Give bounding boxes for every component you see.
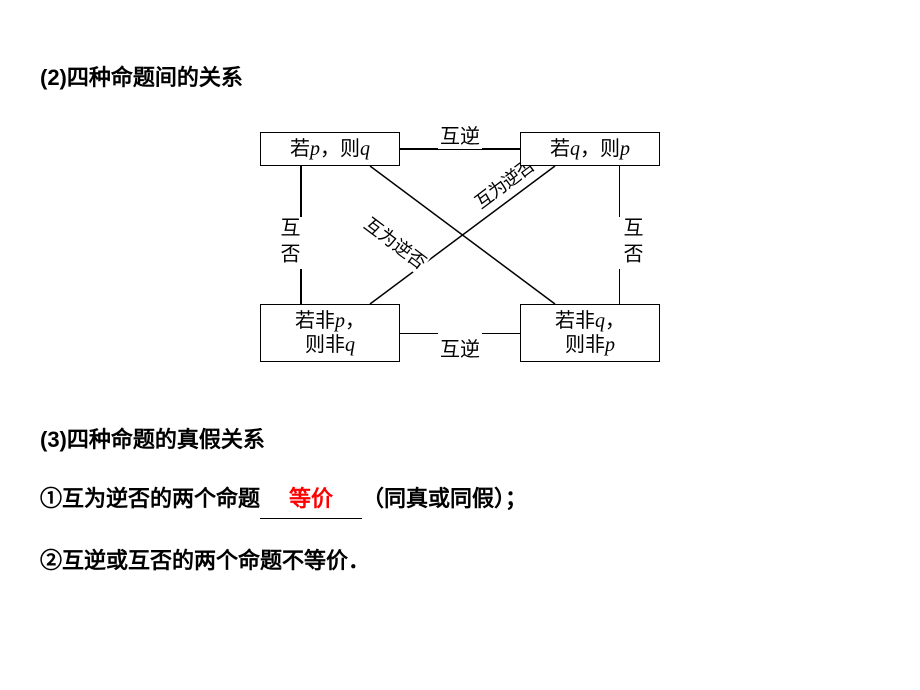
- node-p-then-q: 若p，则q: [260, 132, 400, 166]
- node-notq-then-notp: 若非q，则非p: [520, 304, 660, 362]
- edge-top-label: 互逆: [438, 120, 482, 149]
- stmt1-suffix: （同真或同假）；: [362, 486, 527, 511]
- node-q-then-p: 若q，则p: [520, 132, 660, 166]
- edge-bottom-label: 互逆: [438, 333, 482, 362]
- proposition-diagram: 若p，则q 若q，则p 若非p，则非q 若非q，则非p 互逆 互逆 互否 互否 …: [260, 132, 660, 362]
- stmt1-answer: 等价: [260, 481, 362, 519]
- statement-1: ①互为逆否的两个命题等价（同真或同假）；: [40, 481, 880, 519]
- stmt1-prefix: ①互为逆否的两个命题: [40, 486, 260, 511]
- edge-left-label: 互否: [272, 217, 305, 269]
- node-notp-then-notq: 若非p，则非q: [260, 304, 400, 362]
- edge-right-label: 互否: [615, 217, 648, 269]
- section-2-title: (2)四种命题间的关系: [40, 60, 880, 92]
- statement-2: ②互逆或互否的两个命题不等价．: [40, 543, 880, 578]
- section-3-title: (3)四种命题的真假关系: [40, 422, 880, 457]
